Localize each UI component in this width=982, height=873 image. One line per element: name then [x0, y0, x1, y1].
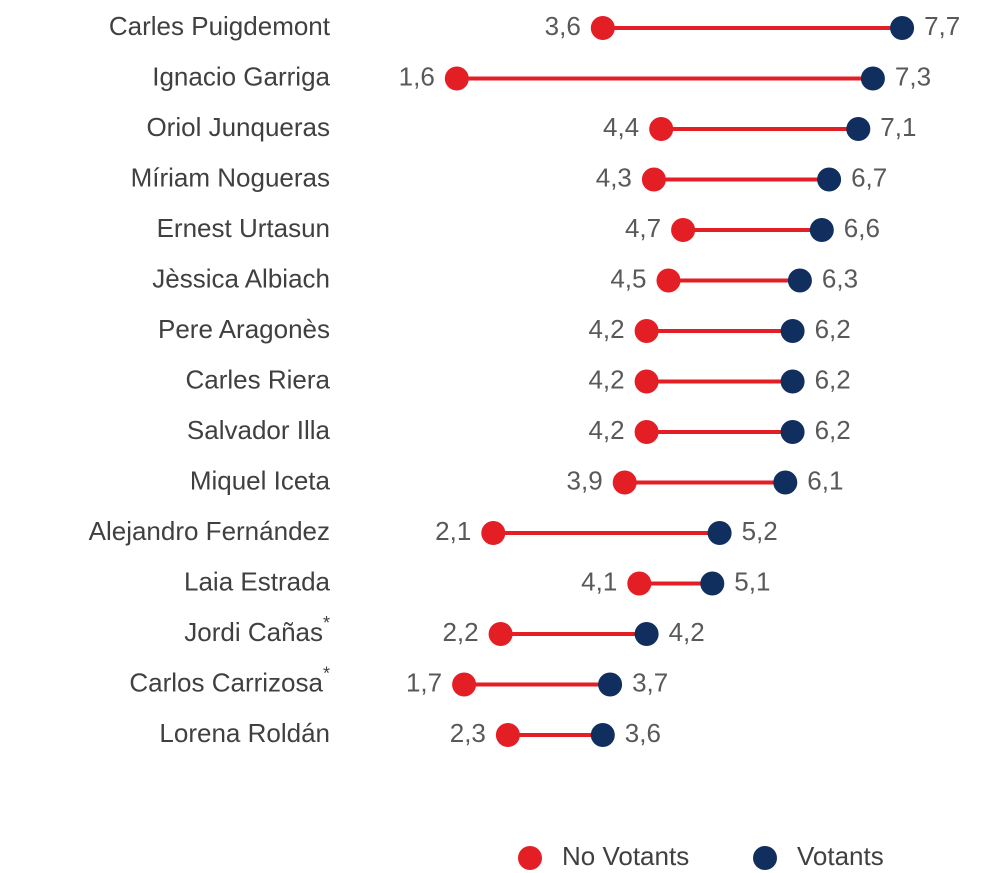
- category-label: Ignacio Garriga: [152, 61, 330, 91]
- value-label: 1,6: [399, 61, 435, 91]
- value-label: 2,3: [450, 718, 486, 748]
- legend-label: Votants: [797, 841, 884, 871]
- dot: [707, 521, 732, 545]
- dot: [780, 369, 805, 394]
- value-label: 2,1: [435, 516, 471, 546]
- dot: [590, 723, 615, 747]
- value-label: 6,2: [815, 415, 851, 445]
- dot: [817, 167, 842, 192]
- value-label: 1,7: [406, 667, 442, 697]
- dot: [787, 268, 812, 293]
- value-label: 4,2: [588, 415, 624, 445]
- value-label: 2,2: [442, 617, 478, 647]
- dot: [634, 622, 659, 646]
- legend-label: No Votants: [562, 841, 689, 871]
- value-label: 4,2: [669, 617, 705, 647]
- legend-marker: [518, 846, 542, 870]
- legend-marker: [753, 846, 777, 870]
- value-label: 4,2: [588, 364, 624, 394]
- category-label: Pere Aragonès: [158, 314, 330, 344]
- category-label: Oriol Junqueras: [146, 112, 330, 142]
- category-label: Carles Puigdemont: [109, 11, 331, 41]
- category-label: Lorena Roldán: [159, 718, 330, 748]
- dot: [634, 420, 659, 444]
- category-label: Carles Riera: [186, 364, 331, 394]
- dot: [773, 470, 798, 495]
- dot: [780, 319, 805, 343]
- dot: [649, 117, 674, 141]
- value-label: 7,3: [895, 61, 931, 91]
- dot: [846, 117, 871, 141]
- dot: [700, 571, 725, 596]
- dot: [809, 218, 834, 242]
- dot: [488, 622, 513, 646]
- category-label: Ernest Urtasun: [157, 213, 330, 243]
- dot: [634, 319, 659, 343]
- dot: [444, 66, 469, 91]
- value-label: 4,7: [625, 213, 661, 243]
- value-label: 3,6: [545, 11, 581, 41]
- category-label: Salvador Illa: [187, 415, 331, 445]
- category-label: Míriam Nogueras: [131, 162, 330, 192]
- value-label: 6,3: [822, 263, 858, 293]
- dot: [634, 369, 659, 394]
- category-label: Carlos Carrizosa*: [129, 663, 330, 697]
- dot: [627, 571, 652, 596]
- value-label: 3,7: [632, 667, 668, 697]
- value-label: 7,7: [924, 11, 960, 41]
- value-label: 3,9: [567, 465, 603, 495]
- value-label: 4,3: [596, 162, 632, 192]
- dot: [598, 672, 623, 697]
- dot: [481, 521, 506, 545]
- dot: [641, 167, 666, 192]
- dot: [612, 470, 637, 495]
- value-label: 3,6: [625, 718, 661, 748]
- value-label: 6,2: [815, 364, 851, 394]
- value-label: 4,5: [610, 263, 646, 293]
- category-label: Miquel Iceta: [190, 465, 331, 495]
- dot: [860, 66, 885, 91]
- dot: [452, 672, 477, 697]
- value-label: 6,2: [815, 314, 851, 344]
- value-label: 4,2: [588, 314, 624, 344]
- value-label: 6,1: [807, 465, 843, 495]
- dot: [495, 723, 520, 747]
- value-label: 5,1: [734, 566, 770, 596]
- category-label: Alejandro Fernández: [89, 516, 330, 546]
- value-label: 6,7: [851, 162, 887, 192]
- category-label: Laia Estrada: [184, 566, 331, 596]
- dot: [890, 16, 915, 40]
- dot: [671, 218, 696, 242]
- value-label: 4,4: [603, 112, 639, 142]
- value-label: 4,1: [581, 566, 617, 596]
- value-label: 6,6: [844, 213, 880, 243]
- category-label: Jordi Cañas*: [184, 613, 330, 647]
- dot: [780, 420, 805, 444]
- value-label: 5,2: [742, 516, 778, 546]
- category-label: Jèssica Albiach: [152, 263, 330, 293]
- dot: [590, 16, 615, 40]
- dot: [656, 268, 681, 293]
- value-label: 7,1: [880, 112, 916, 142]
